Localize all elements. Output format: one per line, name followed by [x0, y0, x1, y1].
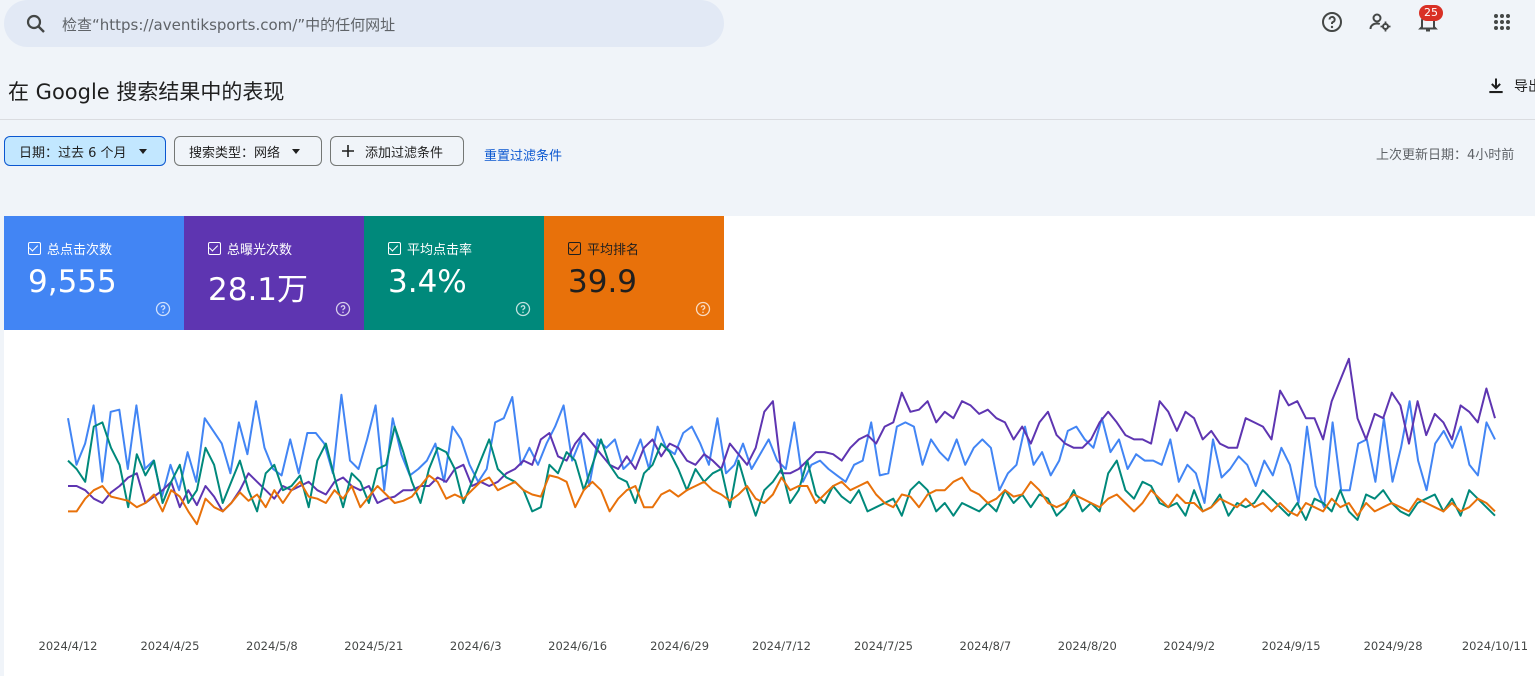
export-button[interactable]: 导出: [1486, 76, 1535, 96]
metric-label: 总曝光次数: [227, 243, 293, 258]
x-tick-label: 2024/6/29: [650, 639, 709, 653]
date-filter-label: 日期：过去 6 个月: [19, 145, 127, 161]
date-filter-chip[interactable]: 日期：过去 6 个月: [4, 136, 166, 166]
divider: [0, 119, 1535, 120]
help-icon[interactable]: [515, 301, 531, 317]
x-tick-label: 2024/5/21: [344, 639, 403, 653]
series-line-position: [68, 474, 1496, 526]
metric-label: 总点击次数: [47, 243, 113, 258]
metric-card-impressions[interactable]: 总曝光次数 28.1万: [184, 216, 364, 330]
checkbox-icon[interactable]: [28, 242, 41, 255]
manage-users-icon[interactable]: [1368, 10, 1392, 34]
metric-label: 平均点击率: [407, 243, 473, 258]
series-line-clicks: [67, 393, 1496, 509]
performance-line-chart[interactable]: 2024/4/12 2024/4/25 2024/5/8 2024/5/21 2024/…: [0, 330, 1535, 668]
search-input[interactable]: 检查“https://aventiksports.com/”中的任何网址: [62, 16, 396, 34]
search-bar[interactable]: 检查“https://aventiksports.com/”中的任何网址: [4, 0, 724, 47]
page-title: 在 Google 搜索结果中的表现: [8, 80, 285, 104]
x-tick-label: 2024/7/25: [854, 639, 913, 653]
export-label: 导出: [1514, 79, 1535, 95]
checkbox-icon[interactable]: [208, 242, 221, 255]
x-tick-label: 2024/10/11: [1462, 639, 1528, 653]
x-tick-label: 2024/6/3: [450, 639, 502, 653]
metric-value: 39.9: [568, 264, 638, 300]
x-tick-label: 2024/5/8: [246, 639, 298, 653]
metric-card-ctr[interactable]: 平均点击率 3.4%: [364, 216, 544, 330]
x-tick-label: 2024/4/25: [140, 639, 199, 653]
reset-filters-link[interactable]: 重置过滤条件: [484, 149, 563, 164]
help-icon[interactable]: [155, 301, 171, 317]
x-tick-label: 2024/9/15: [1262, 639, 1321, 653]
add-filter-button[interactable]: 添加过滤条件: [330, 136, 464, 166]
help-icon[interactable]: [695, 301, 711, 317]
help-icon[interactable]: [335, 301, 351, 317]
apps-grid-icon[interactable]: [1490, 10, 1514, 34]
metric-value: 3.4%: [388, 264, 467, 300]
plus-icon: [342, 145, 354, 157]
metric-card-clicks[interactable]: 总点击次数 9,555: [4, 216, 184, 330]
search-icon: [26, 14, 45, 33]
x-tick-label: 2024/8/20: [1058, 639, 1117, 653]
download-icon: [1489, 78, 1503, 94]
metric-label: 平均排名: [587, 243, 640, 258]
chevron-down-icon: [292, 148, 301, 154]
series-line-ctr: [67, 421, 1496, 521]
chevron-down-icon: [138, 148, 147, 154]
x-tick-label: 2024/8/7: [960, 639, 1012, 653]
x-tick-label: 2024/9/28: [1364, 639, 1423, 653]
x-tick-label: 2024/9/2: [1163, 639, 1215, 653]
search-type-chip[interactable]: 搜索类型：网络: [174, 136, 322, 166]
metric-card-position[interactable]: 平均排名 39.9: [544, 216, 724, 330]
x-tick-label: 2024/4/12: [39, 639, 98, 653]
metric-value: 28.1万: [208, 272, 309, 308]
series-line-impressions: [68, 357, 1496, 513]
last-updated-text: 上次更新日期：4小时前: [1376, 148, 1515, 163]
checkbox-icon[interactable]: [568, 242, 581, 255]
help-icon[interactable]: [1320, 10, 1344, 34]
checkbox-icon[interactable]: [388, 242, 401, 255]
add-filter-label: 添加过滤条件: [365, 145, 444, 161]
x-tick-label: 2024/7/12: [752, 639, 811, 653]
search-type-label: 搜索类型：网络: [189, 145, 281, 161]
notification-badge: 25: [1419, 5, 1443, 21]
x-tick-label: 2024/6/16: [548, 639, 607, 653]
metric-value: 9,555: [28, 264, 117, 300]
